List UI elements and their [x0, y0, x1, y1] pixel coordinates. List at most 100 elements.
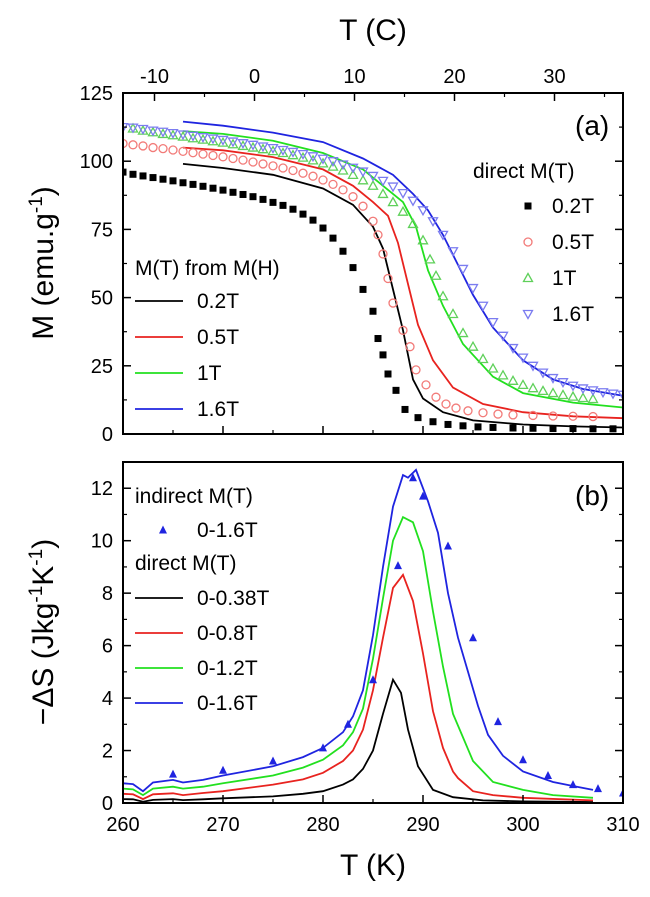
panel-a-point-1t-19: [317, 157, 329, 168]
panel-a-point-1-6t-40: [517, 353, 529, 364]
panel-a-point-0-5t-23: [348, 192, 358, 202]
panel-a-point-1-6t-5: [167, 128, 179, 139]
panel-a-point-1-6t-29: [407, 196, 419, 207]
panel-a-y-tick-label: 125: [80, 83, 113, 105]
panel-a-legend-lines-title: M(T) from M(H): [135, 257, 280, 280]
panel-a-legend-points-label-1t: 1T: [552, 267, 577, 290]
panel-a-point-0-5t-42: [548, 411, 558, 421]
panel-a-point-0-5t-3: [148, 142, 158, 153]
panel-a-point-1t-41: [527, 382, 539, 393]
panel-a-point-0-2t-3: [149, 174, 157, 182]
panel-a-point-0-5t-19: [308, 171, 318, 181]
panel-b-legend-lines-title: direct M(T): [135, 552, 237, 575]
panel-a-point-1t-22: [347, 169, 359, 179]
panel-a-legend-label-0-2t: 0.2T: [197, 290, 239, 313]
panel-a-point-0-5t-33: [421, 380, 431, 390]
panel-b-point-0-1-6t-15: [594, 784, 602, 793]
panel-a-point-0-2t-13: [249, 193, 257, 201]
panel-a-legend-label-0-5t: 0.5T: [197, 326, 239, 349]
panel-a-point-0-5t-39: [493, 409, 503, 419]
panel-a-point-1t-17: [297, 151, 309, 162]
panel-b-legend-marker-0-1-6t: [159, 525, 167, 534]
panel-a-point-0-5t-31: [405, 342, 415, 352]
panel-b-legend-label-0-1-2t: 0-1.2T: [197, 657, 258, 680]
panel-a-point-1-6t-46: [577, 384, 589, 395]
panel-a-point-0-2t-22: [339, 247, 347, 255]
panel-a-point-1t-18: [307, 154, 319, 165]
panel-a-point-1t-31: [430, 269, 442, 280]
panel-b-x-ticks: 260 270 280 290 300 310: [106, 795, 640, 836]
panel-b-x-tick-label: 270: [206, 814, 239, 836]
panel-a-point-0-2t-23: [349, 264, 357, 272]
panel-a-point-1-6t-26: [377, 176, 389, 187]
panel-a-point-0-2t-15: [269, 198, 277, 206]
panel-a-point-0-2t-25: [369, 307, 377, 315]
panel-a-legend-label-1t: 1T: [197, 362, 222, 385]
panel-a-point-1t-0: [127, 122, 139, 133]
panel-b-y-ticks: 0 2 4 6 8 10 12: [91, 478, 623, 815]
top-axis-tick-label: 30: [543, 66, 565, 88]
panel-a-point-1t-44: [557, 389, 569, 400]
panel-a-point-1-6t-34: [457, 264, 469, 275]
panel-a-point-1-6t-23: [347, 163, 359, 174]
panel-a-point-0-2t-30: [401, 405, 409, 413]
panel-a-point-0-2t-0: [123, 168, 127, 176]
panel-a-point-1-6t-1: [127, 123, 139, 134]
panel-a-point-1t-11: [237, 140, 249, 151]
panel-b-y-axis-title: −ΔS (Jkg-1K-1): [26, 539, 60, 725]
panel-a-point-0-2t-39: [549, 425, 557, 433]
panel-a-point-1t-32: [437, 290, 449, 301]
panel-a-point-1-6t-20: [317, 154, 329, 165]
panel-a-point-0-5t-15: [268, 161, 278, 171]
panel-a-point-0-2t-28: [384, 370, 392, 378]
panel-a-point-1t-26: [387, 196, 399, 207]
panel-a-legend-points-label-0-5t: 0.5T: [552, 231, 594, 254]
panel-b-point-0-1-6t-14: [569, 780, 577, 789]
panel-a-point-1-6t-9: [207, 134, 219, 145]
panel-a-point-1t-42: [537, 385, 549, 396]
panel-a-point-0-5t-22: [338, 185, 348, 195]
panel-a-point-0-2t-32: [429, 418, 437, 426]
panel-a-point-1-6t-31: [427, 217, 439, 228]
panel-a-point-0-2t-35: [474, 423, 482, 431]
panel-a-point-0-5t-18: [298, 168, 308, 178]
panel-a-point-1t-40: [517, 379, 529, 390]
panel-b-y-tick-label: 0: [102, 793, 113, 815]
panel-b-x-tick-label: 310: [606, 814, 639, 836]
panel-a-point-1t-29: [417, 234, 429, 245]
panel-a-point-0-5t-13: [248, 157, 258, 167]
panel-a-point-0-5t-41: [528, 410, 538, 421]
panel-a-point-1-6t-49: [607, 389, 619, 400]
panel-a-legend-marker-1t: [522, 272, 534, 283]
panel-a-point-0-5t-10: [218, 152, 228, 162]
panel-a-point-0-5t-38: [478, 408, 488, 418]
panel-a-point-0-2t-31: [414, 414, 422, 422]
panel-b-y-tick-label: 4: [102, 688, 113, 710]
panel-a-point-1-6t-4: [157, 127, 169, 138]
panel-a-point-0-2t-16: [279, 201, 287, 209]
top-axis-tick-label: 20: [443, 66, 465, 88]
panel-a-point-1-6t-11: [227, 137, 239, 148]
panel-a-point-0-2t-8: [199, 182, 207, 190]
panel-a-point-0-2t-33: [444, 420, 452, 428]
panel-b-point-0-1-6t-10: [469, 633, 477, 642]
panel-a-point-0-5t-0: [123, 138, 128, 149]
panel-a-point-1-6t-16: [277, 145, 289, 156]
panel-a: 0 25 50 75 100 125 -10 0 10 20 30 (a) T (C) M (em…: [26, 14, 624, 446]
panel-a-legend-points-label-1-6t: 1.6T: [552, 303, 594, 326]
panel-a-point-0-5t-35: [441, 399, 451, 409]
panel-a-point-1t-20: [327, 160, 339, 171]
top-axis-tick-label: 10: [343, 66, 365, 88]
panel-a-point-1-6t-19: [307, 152, 319, 163]
panel-b-y-tick-label: 12: [91, 478, 113, 500]
panel-b-point-0-1-6t-5: [369, 675, 377, 684]
panel-b-point-0-1-6t-13: [544, 770, 552, 779]
panel-a-line-1-6t: [182, 120, 623, 397]
panel-b: 0 2 4 6 8 10 12 260 270 280 290 300 310 (b) T (K) −…: [26, 461, 640, 882]
panel-b-point-0-1-6t-7: [409, 473, 417, 482]
top-axis-tick-label: 0: [249, 66, 260, 88]
panel-a-point-0-2t-1: [129, 170, 137, 178]
panel-a-point-0-5t-25: [368, 216, 378, 226]
panel-a-point-1t-36: [477, 353, 489, 364]
panel-b-point-0-1-6t-1: [219, 765, 227, 774]
